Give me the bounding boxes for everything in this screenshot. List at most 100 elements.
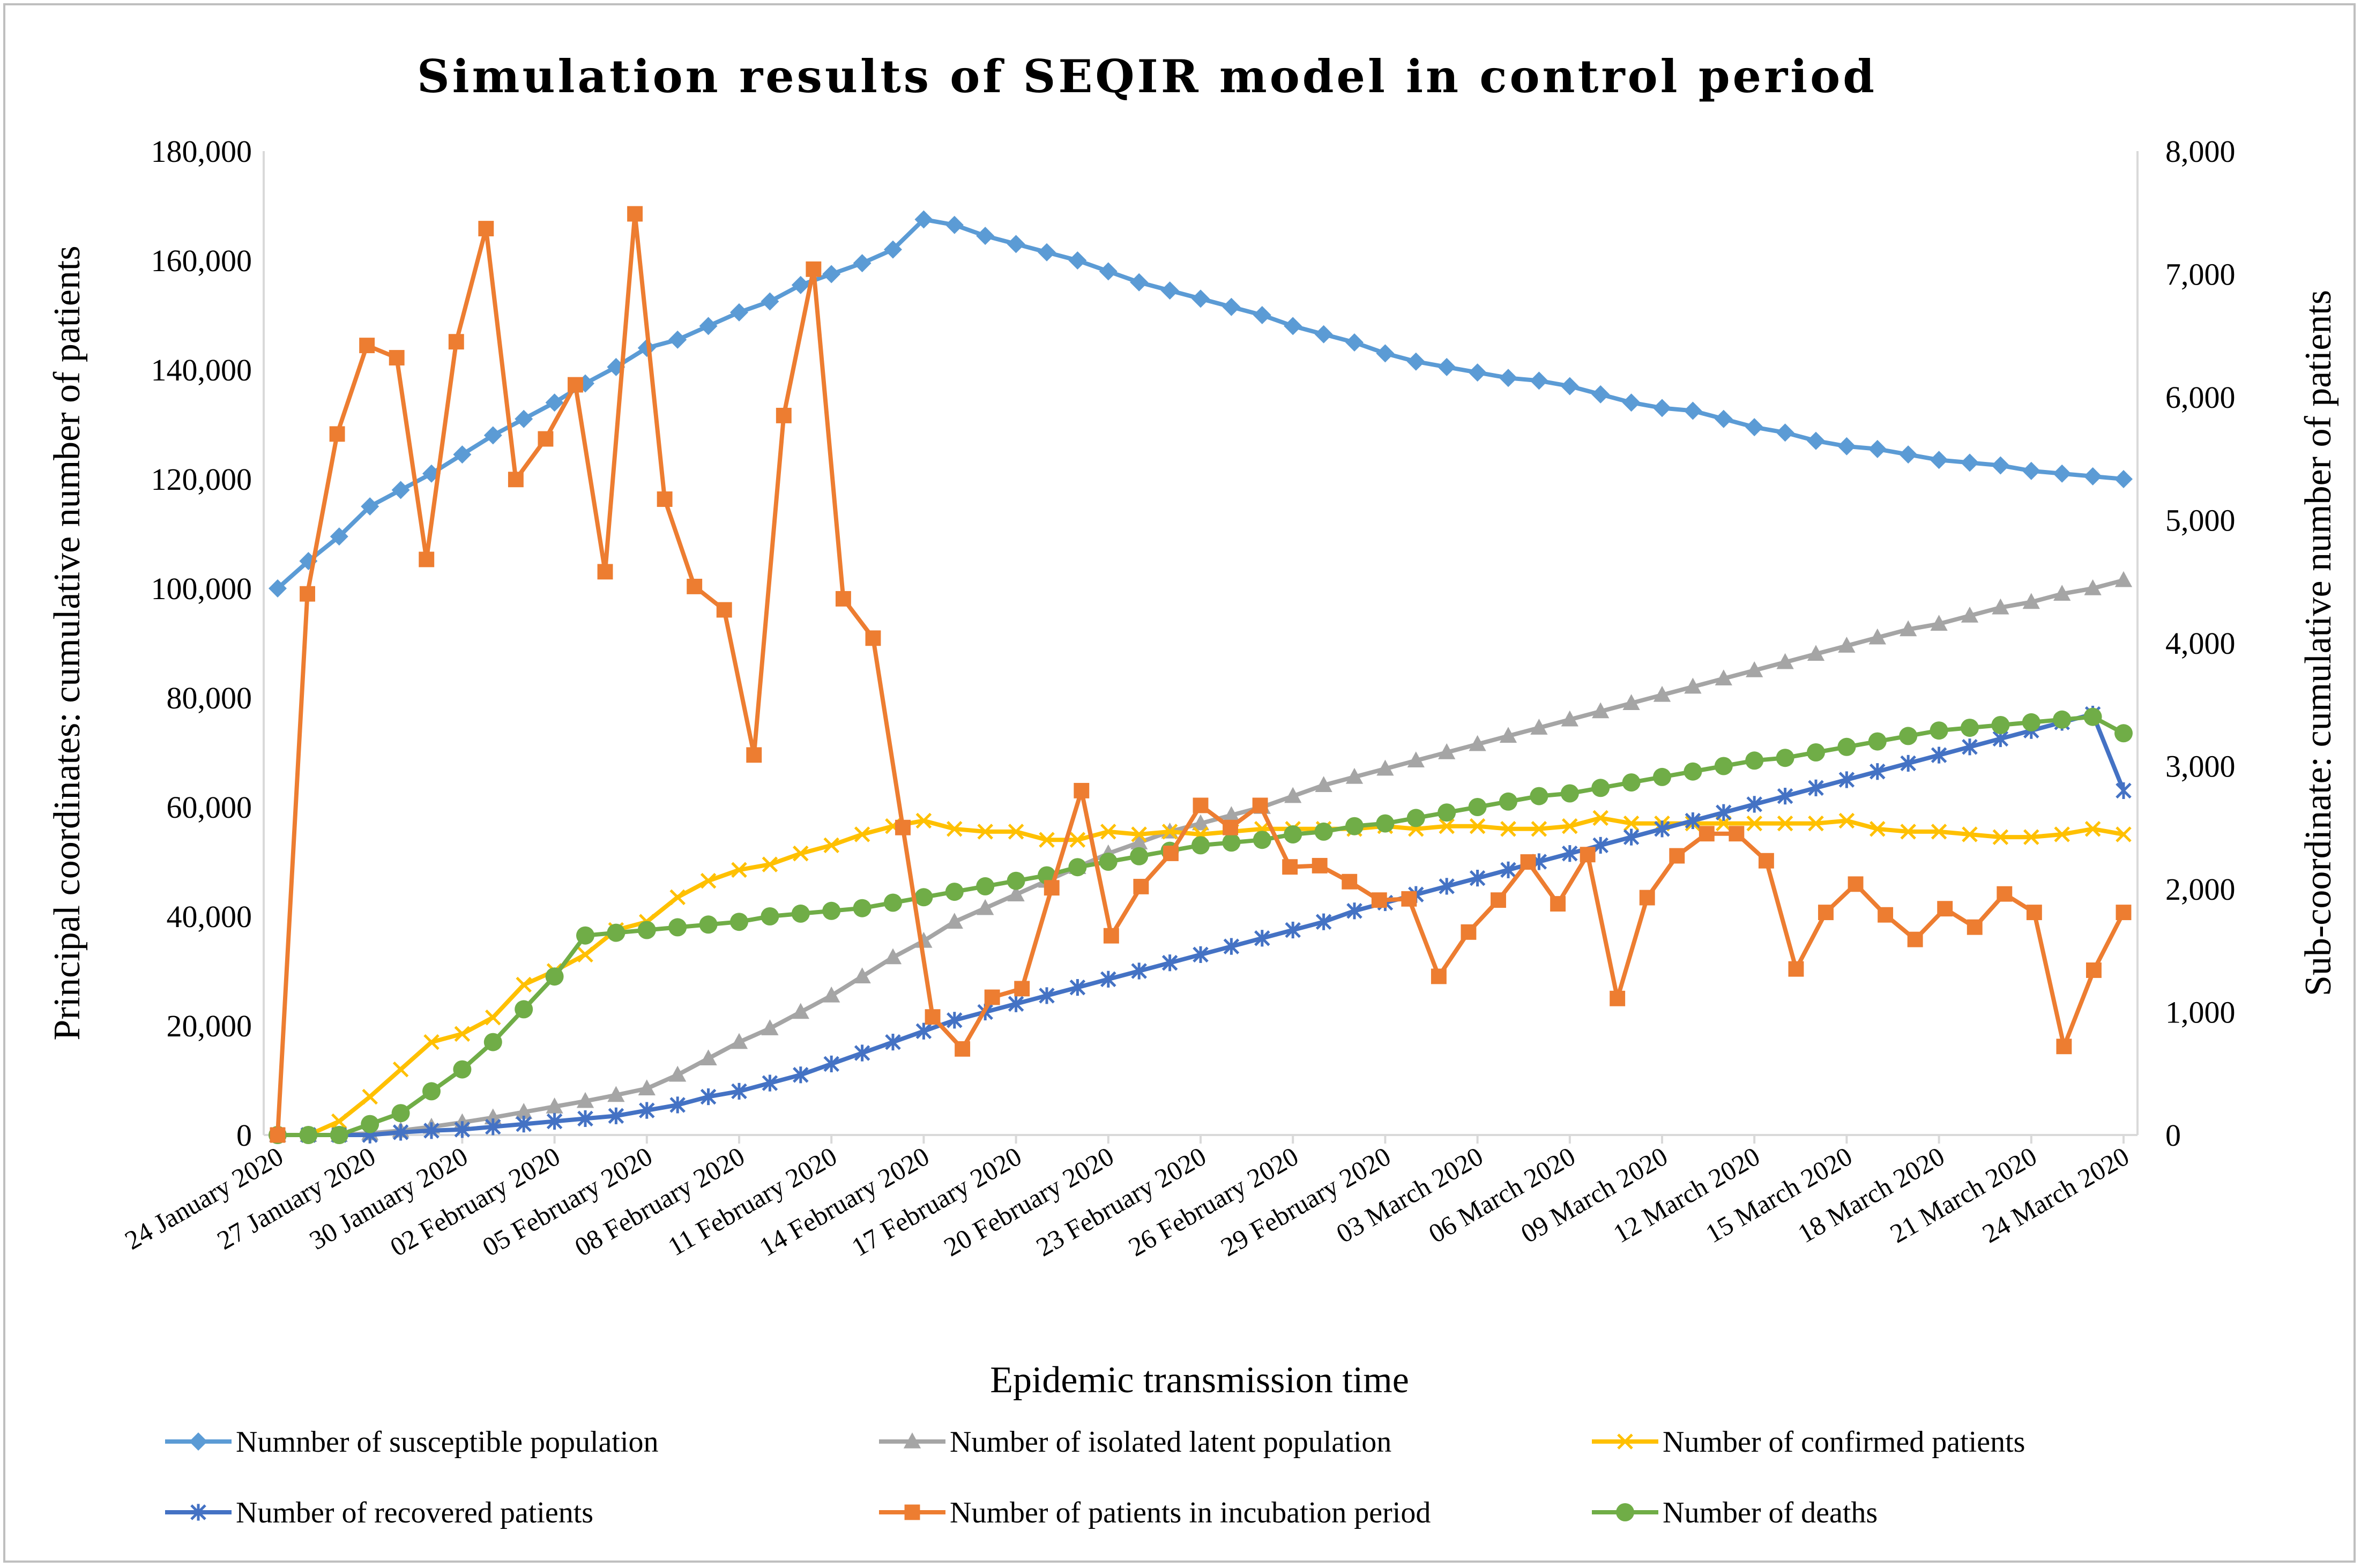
data-point-square <box>1669 848 1685 864</box>
left-y-tick-label: 140,000 <box>151 353 252 387</box>
data-point-square <box>1729 826 1745 842</box>
left-y-tick-label: 20,000 <box>167 1009 252 1043</box>
data-point-square <box>1520 854 1536 870</box>
data-point-circle <box>1591 779 1610 797</box>
data-point-asterisk <box>1562 845 1578 862</box>
data-point-x <box>977 824 993 840</box>
data-point-x <box>1531 821 1547 837</box>
data-point-diamond <box>822 265 841 283</box>
right-y-tick-label: 1,000 <box>2165 995 2236 1030</box>
data-point-x <box>516 976 532 993</box>
data-point-square <box>508 472 524 488</box>
data-point-diamond <box>453 445 472 464</box>
data-point-asterisk <box>1285 921 1301 939</box>
data-point-triangle <box>761 1019 779 1035</box>
data-point-triangle <box>638 1079 656 1096</box>
data-point-triangle <box>730 1033 748 1049</box>
data-point-circle <box>607 923 625 942</box>
data-point-asterisk <box>793 1066 809 1084</box>
data-point-asterisk <box>1008 995 1024 1012</box>
data-point-diamond <box>1160 281 1179 300</box>
data-point-square <box>1580 847 1596 863</box>
data-point-circle <box>1653 767 1671 786</box>
data-point-asterisk <box>639 1102 655 1119</box>
data-point-circle <box>945 883 964 901</box>
data-point-triangle <box>1746 661 1763 677</box>
data-point-triangle <box>1561 710 1578 727</box>
data-point-asterisk <box>915 1022 932 1040</box>
data-point-square <box>1133 878 1149 894</box>
data-point-x <box>1069 832 1086 848</box>
data-point-asterisk <box>1223 938 1240 955</box>
data-point-x <box>485 1009 501 1026</box>
data-point-circle <box>1438 803 1456 822</box>
data-point-square <box>746 747 762 763</box>
data-point-asterisk <box>1254 930 1270 947</box>
data-point-triangle <box>1130 833 1148 850</box>
data-point-square <box>716 602 732 618</box>
x-tick-label: 27 January 2020 <box>212 1141 380 1256</box>
data-point-asterisk <box>516 1116 532 1133</box>
data-point-circle <box>1622 773 1641 792</box>
data-point-asterisk <box>1623 828 1640 846</box>
series-line <box>275 212 2126 1136</box>
data-point-triangle <box>1622 694 1640 710</box>
data-point-circle <box>483 1033 502 1051</box>
data-point-triangle <box>1530 719 1548 735</box>
data-point-x <box>1131 826 1147 842</box>
data-point-square <box>1550 896 1566 912</box>
data-point-square <box>1610 990 1626 1006</box>
data-point-asterisk <box>1500 861 1516 878</box>
data-point-triangle <box>1499 727 1517 743</box>
right-y-tick-label: 8,000 <box>2165 134 2236 169</box>
legend-label: Number of patients in incubation period <box>950 1496 1431 1529</box>
data-point-square <box>1997 886 2013 902</box>
data-point-circle <box>1068 858 1087 877</box>
data-point-asterisk <box>885 1034 901 1051</box>
data-point-x <box>823 837 839 854</box>
data-point-triangle <box>977 899 994 915</box>
data-point-square <box>1907 931 1923 947</box>
data-point-asterisk <box>762 1074 778 1092</box>
legend-item: Number of isolated latent population <box>879 1425 1391 1459</box>
data-point-x <box>1008 824 1024 840</box>
data-point-square <box>359 338 375 354</box>
data-point-diamond <box>1499 369 1517 387</box>
data-point-asterisk <box>2116 782 2132 799</box>
data-point-circle <box>1099 853 1118 871</box>
data-point-asterisk <box>1100 970 1116 988</box>
data-point-diamond <box>515 409 533 428</box>
data-point-square <box>300 586 315 602</box>
data-point-circle <box>361 1115 379 1133</box>
data-point-x <box>1100 824 1116 840</box>
data-point-square <box>895 819 911 835</box>
data-point-diamond <box>1099 262 1118 281</box>
data-point-square <box>1252 797 1268 813</box>
data-point-circle <box>853 899 872 917</box>
data-point-diamond <box>1284 317 1302 335</box>
data-point-x <box>1623 815 1640 832</box>
data-point-square <box>2086 962 2102 978</box>
x-axis-title: Epidemic transmission time <box>990 1360 1409 1401</box>
data-point-circle <box>1684 762 1702 781</box>
data-point-triangle <box>2114 571 2133 587</box>
data-point-diamond <box>1253 306 1271 324</box>
data-point-x <box>1161 824 1178 840</box>
data-point-circle <box>515 1000 533 1019</box>
data-point-square <box>478 221 494 237</box>
data-point-square <box>1699 826 1715 842</box>
data-point-x <box>454 1026 471 1042</box>
data-point-x <box>854 826 870 842</box>
data-point-triangle <box>1684 677 1702 694</box>
data-point-asterisk <box>546 1112 563 1130</box>
left-y-tick-label: 0 <box>236 1118 252 1153</box>
series-diamond <box>269 210 2133 598</box>
data-point-asterisk <box>1962 738 1978 756</box>
data-point-circle <box>730 913 748 931</box>
data-point-circle <box>1222 833 1241 852</box>
left-y-tick-label: 180,000 <box>151 134 252 169</box>
data-point-x <box>2084 821 2101 837</box>
data-point-square <box>1639 890 1655 906</box>
data-point-circle <box>884 893 902 912</box>
data-point-x <box>1900 824 1916 840</box>
